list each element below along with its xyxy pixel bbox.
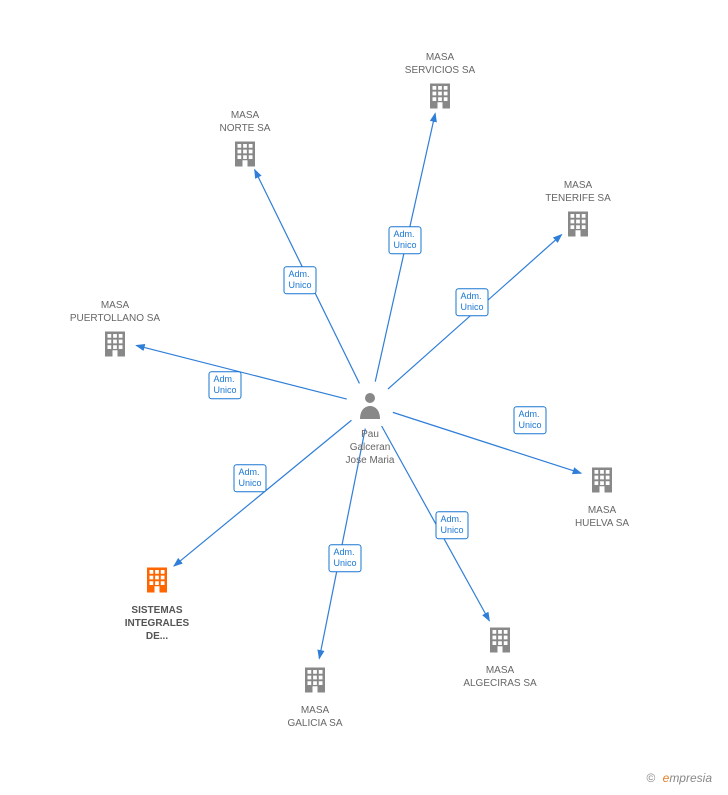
copyright-symbol: ©	[646, 771, 655, 785]
person-icon	[358, 391, 382, 424]
person-label: Pau Galceran Jose Maria	[346, 428, 395, 467]
edge-label: Adm. Unico	[233, 464, 266, 492]
company-label: MASA TENERIFE SA	[545, 179, 611, 205]
building-icon	[485, 625, 515, 660]
building-icon	[142, 565, 172, 600]
edge-label: Adm. Unico	[455, 288, 488, 316]
brand-rest: mpresia	[669, 771, 712, 785]
company-node-norte[interactable]: MASA NORTE SA	[190, 107, 300, 174]
watermark: © empresia	[646, 771, 712, 785]
building-icon	[100, 329, 130, 364]
edge-label: Adm. Unico	[435, 511, 468, 539]
company-label: SISTEMAS INTEGRALES DE...	[125, 604, 189, 643]
company-label: MASA SERVICIOS SA	[405, 51, 475, 77]
company-label: MASA ALGECIRAS SA	[463, 664, 536, 690]
company-label: MASA NORTE SA	[220, 109, 271, 135]
company-node-galicia[interactable]: MASA GALICIA SA	[260, 665, 370, 730]
company-node-sistemas[interactable]: SISTEMAS INTEGRALES DE...	[102, 565, 212, 643]
person-node[interactable]: Pau Galceran Jose Maria	[330, 391, 410, 467]
edge-label: Adm. Unico	[208, 371, 241, 399]
company-label: MASA PUERTOLLANO SA	[70, 299, 160, 325]
edge-label: Adm. Unico	[388, 226, 421, 254]
company-label: MASA HUELVA SA	[575, 504, 629, 530]
building-icon	[425, 81, 455, 116]
building-icon	[587, 465, 617, 500]
edge-label: Adm. Unico	[283, 266, 316, 294]
company-node-servicios[interactable]: MASA SERVICIOS SA	[385, 49, 495, 116]
edge-label: Adm. Unico	[513, 406, 546, 434]
company-label: MASA GALICIA SA	[287, 704, 342, 730]
company-node-huelva[interactable]: MASA HUELVA SA	[547, 465, 657, 530]
building-icon	[563, 209, 593, 244]
edge-label: Adm. Unico	[328, 544, 361, 572]
building-icon	[230, 139, 260, 174]
company-node-tenerife[interactable]: MASA TENERIFE SA	[523, 177, 633, 244]
company-node-algeciras[interactable]: MASA ALGECIRAS SA	[445, 625, 555, 690]
building-icon	[300, 665, 330, 700]
edge-line	[174, 420, 351, 566]
company-node-puertollano[interactable]: MASA PUERTOLLANO SA	[60, 297, 170, 364]
